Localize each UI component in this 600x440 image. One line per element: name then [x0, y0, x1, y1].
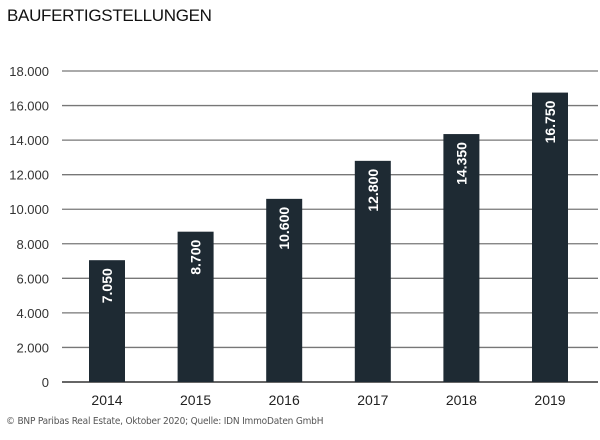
data-label: 12.800 [365, 169, 381, 212]
x-tick-label: 2018 [446, 392, 477, 408]
bar [443, 134, 480, 382]
data-label: 10.600 [276, 207, 292, 250]
x-tick-label: 2017 [357, 392, 388, 408]
y-tick-label: 8.000 [16, 237, 49, 252]
y-tick-label: 2.000 [16, 340, 49, 355]
x-tick-label: 2014 [91, 392, 122, 408]
bar [89, 260, 125, 382]
x-tick-label: 2019 [534, 392, 565, 408]
bar [532, 92, 568, 382]
x-tick-label: 2016 [269, 392, 300, 408]
y-tick-label: 14.000 [9, 133, 49, 148]
y-tick-label: 12.000 [9, 168, 49, 183]
y-tick-label: 16.000 [9, 99, 49, 114]
data-label: 16.750 [542, 100, 558, 143]
bar [266, 198, 303, 382]
y-tick-label: 0 [42, 375, 49, 390]
bar [177, 231, 214, 382]
x-tick-label: 2015 [180, 392, 211, 408]
y-tick-label: 10.000 [9, 202, 49, 217]
data-label: 14.350 [453, 142, 469, 185]
data-label: 8.700 [188, 239, 204, 274]
bar [354, 160, 391, 382]
y-tick-label: 4.000 [16, 306, 49, 321]
y-tick-label: 6.000 [16, 271, 49, 286]
y-tick-label: 18.000 [9, 64, 49, 79]
data-label: 7.050 [99, 268, 115, 303]
chart-title: BAUFERTIGSTELLUNGEN [7, 6, 212, 25]
source-note: © BNP Paribas Real Estate, Oktober 2020;… [6, 416, 324, 427]
